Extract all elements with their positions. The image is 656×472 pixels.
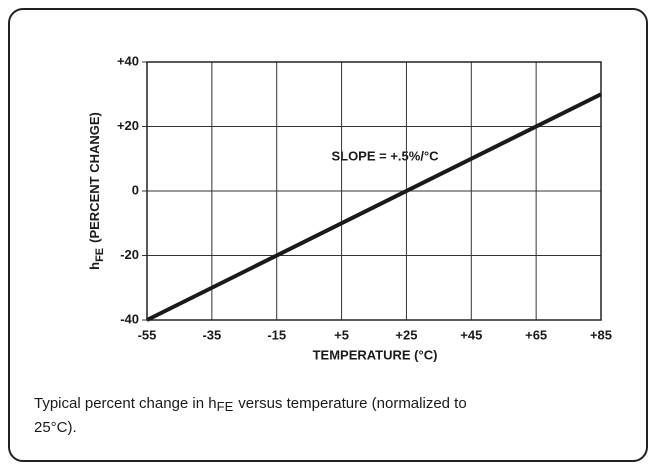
x-tick-label: +5 — [334, 327, 349, 342]
x-tick-label: +25 — [395, 327, 417, 342]
y-tick-label: +20 — [117, 118, 139, 133]
y-label-symbol: h — [87, 262, 102, 270]
data-line — [146, 92, 602, 322]
x-tick-label: +45 — [460, 327, 482, 342]
y-label-text: (PERCENT CHANGE) — [87, 112, 102, 243]
x-tick-label: +65 — [525, 327, 547, 342]
caption-subscript: FE — [217, 399, 234, 414]
y-tick-label: -40 — [120, 311, 139, 326]
annotation: SLOPE = +.5%/°C — [331, 148, 439, 163]
caption-text: Typical percent change in h — [34, 395, 217, 412]
x-tick-label: -55 — [138, 327, 157, 342]
frame — [8, 8, 648, 462]
caption-text: versus temperature (normalized to — [238, 395, 466, 412]
y-tick-label: +40 — [117, 53, 139, 68]
y-axis-label: hFE (PERCENT CHANGE) — [87, 112, 105, 270]
x-tick-label: -15 — [267, 327, 286, 342]
caption-line-2: 25°C). — [34, 419, 77, 436]
x-axis-label: TEMPERATURE (°C) — [313, 347, 438, 362]
y-label-subscript: FE — [94, 248, 106, 262]
x-tick-label: -35 — [202, 327, 221, 342]
plot-border — [146, 61, 602, 321]
caption-line-1: Typical percent change in hFE versus temp… — [34, 395, 467, 414]
x-tick-label: +85 — [590, 327, 612, 342]
y-tick-label: -20 — [120, 247, 139, 262]
y-tick-label: 0 — [132, 182, 139, 197]
